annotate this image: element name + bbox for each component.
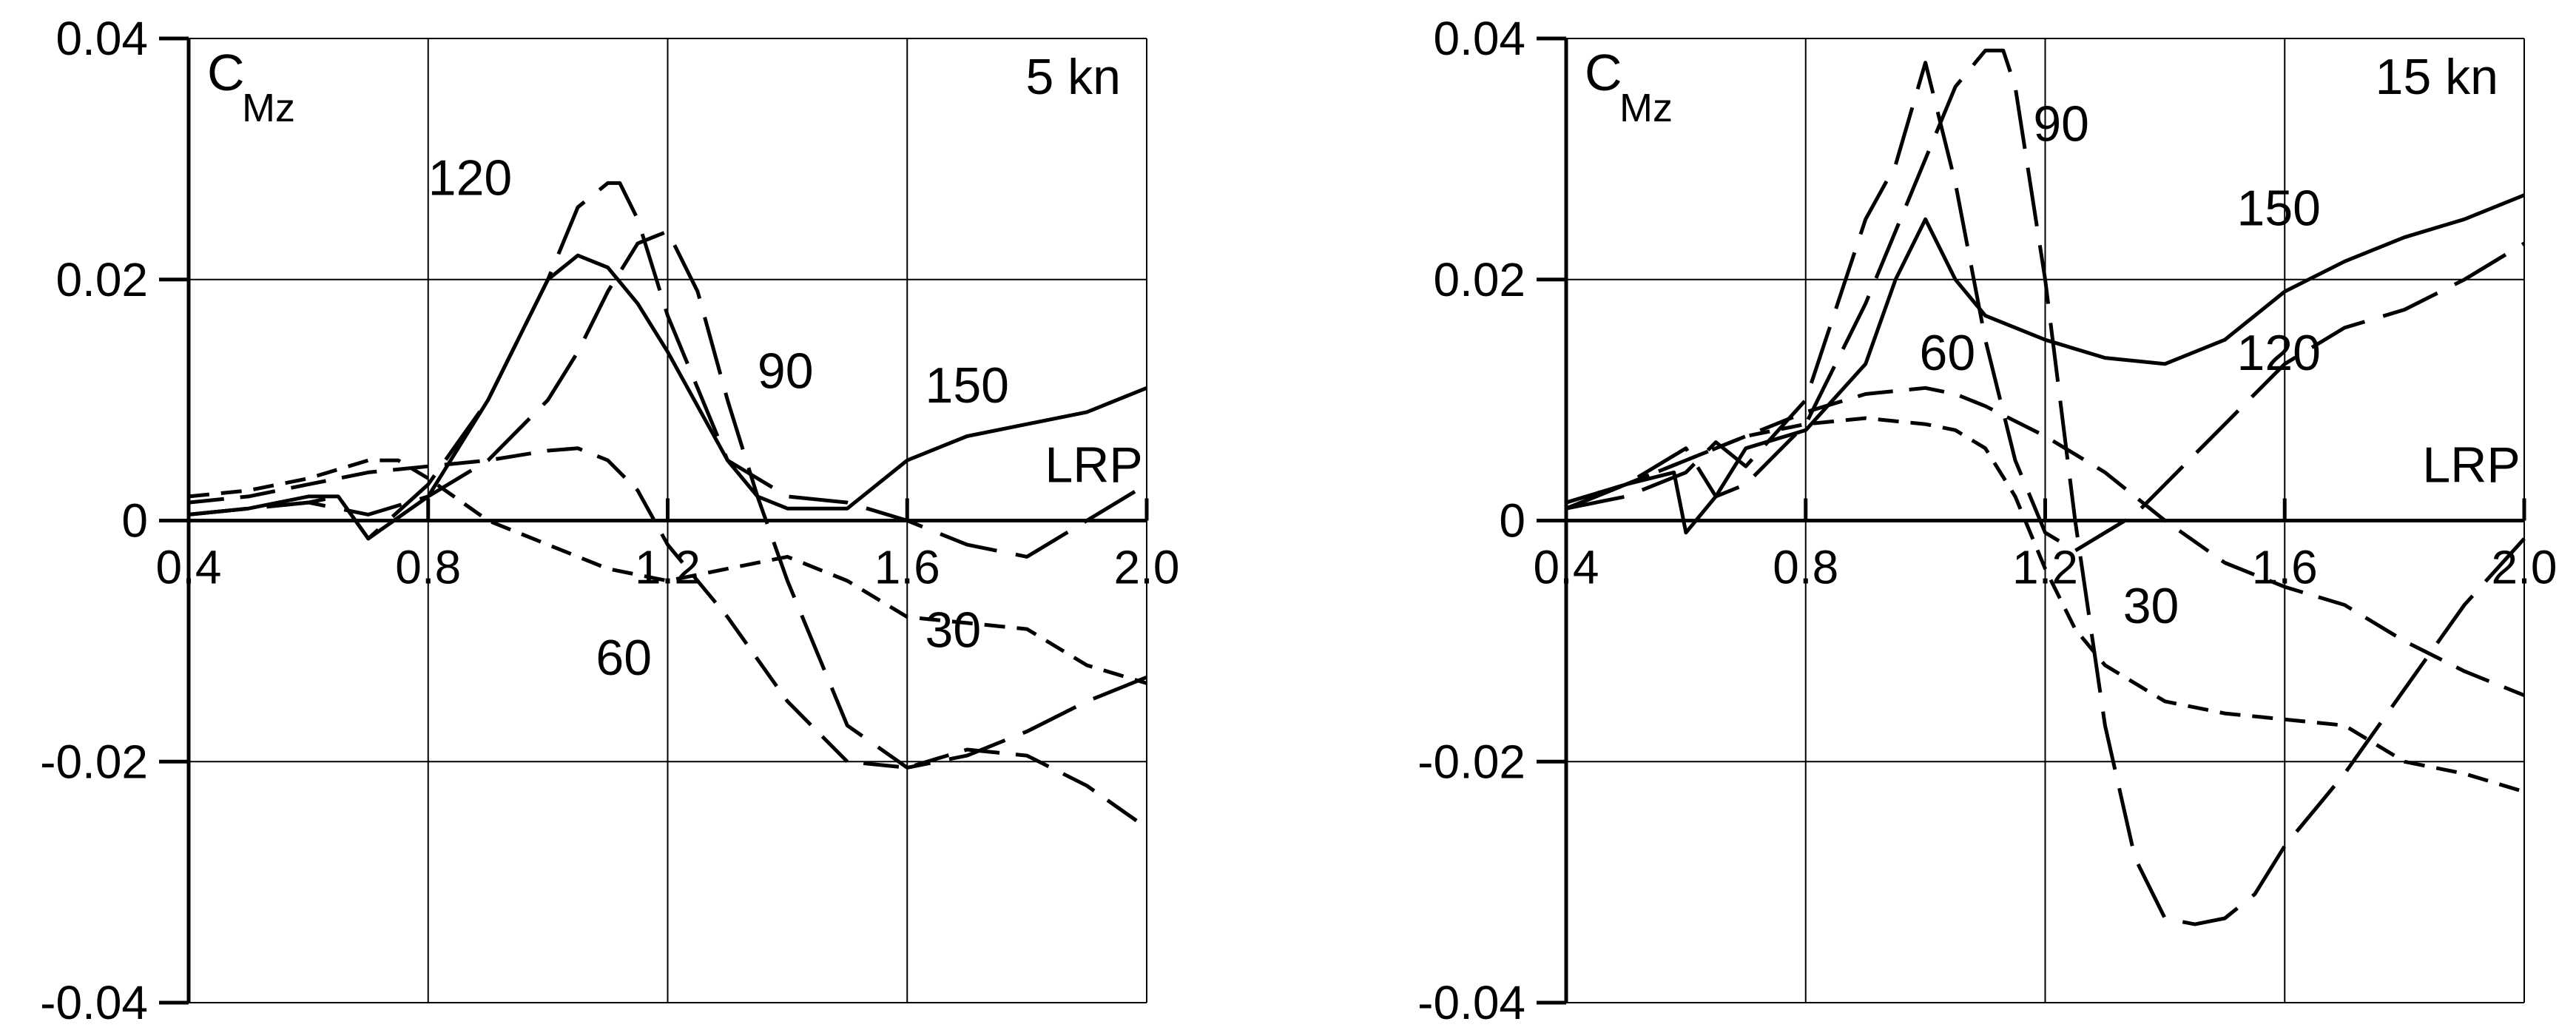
y-tick-label: -0.02 bbox=[40, 735, 148, 788]
series-annotation: 60 bbox=[1920, 325, 1976, 381]
panel-label: 5 kn bbox=[1025, 49, 1121, 105]
series-annotation: 90 bbox=[2033, 95, 2089, 152]
series-line-90 bbox=[1565, 48, 2526, 926]
series-line-60 bbox=[1565, 386, 2525, 698]
x-tick-label: 0.8 bbox=[1773, 541, 1838, 594]
y-tick-label: 0.02 bbox=[1433, 253, 1525, 306]
panel-label: 15 kn bbox=[2376, 49, 2498, 105]
series-line-30 bbox=[1565, 416, 2525, 794]
y-axis-label: C bbox=[1585, 44, 1622, 101]
series-annotation: LRP bbox=[2422, 437, 2520, 493]
series-line-150 bbox=[188, 253, 1147, 541]
series-annotation: 30 bbox=[925, 602, 982, 659]
series-annotation: 30 bbox=[2123, 578, 2179, 634]
series-line-90 bbox=[188, 229, 1147, 770]
chart-panel-5kn: -0.04 -0.02 0 0.02 0.04 0.4 0.8 1.2 1.6 2.0 CMz 5 k… bbox=[40, 12, 1179, 1029]
y-tick-label: -0.04 bbox=[1417, 976, 1525, 1029]
series-line-120 bbox=[1565, 61, 2526, 553]
y-axis-label: C bbox=[207, 44, 245, 101]
series-annotation: 60 bbox=[596, 630, 652, 686]
y-tick-label: 0.04 bbox=[55, 12, 148, 65]
y-tick-label: 0 bbox=[1499, 494, 1525, 548]
y-axis-label-subscript: Mz bbox=[242, 86, 295, 130]
x-tick-label: 1.6 bbox=[874, 541, 940, 594]
x-tick-label: 0.4 bbox=[156, 541, 222, 594]
series-line-30 bbox=[188, 458, 1147, 685]
y-tick-label: -0.02 bbox=[1417, 735, 1525, 788]
series-annotation: 90 bbox=[758, 343, 814, 399]
y-axis-label-subscript: Mz bbox=[1619, 86, 1673, 130]
series-annotation: 120 bbox=[428, 150, 512, 206]
x-tick-label: 1.2 bbox=[635, 541, 701, 594]
y-tick-label: 0 bbox=[121, 494, 148, 548]
series-line-60 bbox=[188, 446, 1148, 830]
x-tick-label: 2.0 bbox=[1114, 541, 1180, 594]
series-annotation: 120 bbox=[2237, 325, 2321, 381]
series-annotation: LRP bbox=[1045, 437, 1142, 493]
y-tick-label: -0.04 bbox=[40, 976, 148, 1029]
series-line-150 bbox=[1565, 193, 2525, 535]
x-tick-label: 2.0 bbox=[2492, 541, 2558, 594]
series-annotation: 150 bbox=[2237, 180, 2321, 236]
x-tick-label: 0.8 bbox=[395, 541, 461, 594]
series-annotation: 150 bbox=[925, 357, 1009, 414]
y-tick-label: 0.04 bbox=[1433, 12, 1525, 65]
x-tick-label: 0.4 bbox=[1534, 541, 1599, 594]
y-tick-label: 0.02 bbox=[55, 253, 148, 306]
